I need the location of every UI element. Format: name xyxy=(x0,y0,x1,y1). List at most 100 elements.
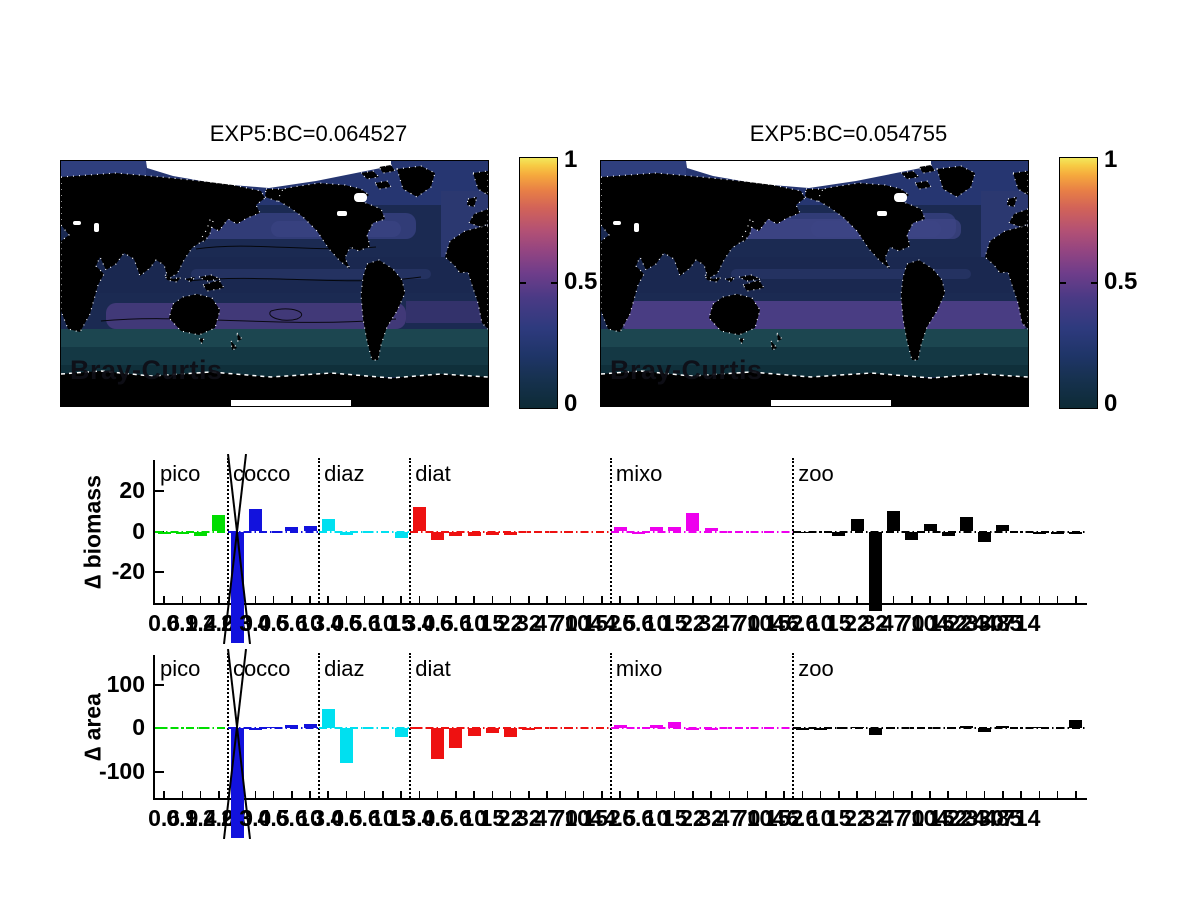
pico-bar xyxy=(194,531,208,536)
x-tick-label: 6.6 xyxy=(622,610,655,636)
x-tick xyxy=(272,596,275,603)
mixo-bar xyxy=(782,727,786,730)
diat-bar xyxy=(412,506,426,532)
x-tick xyxy=(1020,791,1022,798)
x-tick xyxy=(1056,791,1059,798)
x-tick-label: 32 xyxy=(516,610,542,636)
x-tick xyxy=(801,596,804,603)
x-tick xyxy=(218,596,220,603)
zero-baseline xyxy=(610,727,794,730)
x-tick xyxy=(309,596,311,603)
x-tick-label: 6.6 xyxy=(622,805,655,831)
x-tick-label: 15 xyxy=(826,610,852,636)
group-label-cocco: cocco xyxy=(232,656,291,681)
x-tick xyxy=(291,596,293,603)
x-tick xyxy=(418,596,421,603)
x-tick-label: 32 xyxy=(698,610,724,636)
mixo-bar xyxy=(686,513,700,532)
map-title-left: EXP5:BC=0.064527 xyxy=(209,121,408,146)
x-tick-label: 3.0 xyxy=(403,610,436,636)
x-tick xyxy=(746,791,749,798)
x-tick-label: 22 xyxy=(844,805,870,831)
x-tick xyxy=(400,596,402,603)
group-label-diaz: diaz xyxy=(324,656,365,681)
x-tick xyxy=(710,791,712,798)
x-tick-label: 0.9 xyxy=(166,805,199,831)
cocco-bar xyxy=(303,526,317,532)
mixo-bar xyxy=(764,530,768,533)
x-tick-label: 15 xyxy=(388,805,414,831)
diat-bar xyxy=(582,727,586,730)
x-tick-label: 6.6 xyxy=(439,610,472,636)
x-tick xyxy=(673,596,676,603)
zoo-bar xyxy=(868,531,882,611)
mixo-bar xyxy=(668,527,682,532)
x-tick xyxy=(856,596,858,603)
diat-bar xyxy=(545,727,549,730)
diat-bar xyxy=(600,727,604,730)
x-tick-label: 15 xyxy=(661,805,688,831)
x-tick-label: 10 xyxy=(297,610,323,636)
diaz-bar xyxy=(321,519,335,532)
x-tick-label: 15 xyxy=(388,610,414,636)
x-axis-line xyxy=(153,798,1087,800)
diat-bar xyxy=(563,530,567,533)
x-tick-label: 152 xyxy=(929,610,968,636)
group-separator xyxy=(409,653,412,798)
pico-bar xyxy=(217,727,221,730)
x-tick xyxy=(363,791,366,798)
x-tick-label: 15 xyxy=(826,805,852,831)
mixo-bar xyxy=(649,527,663,532)
x-tick-label: 22 xyxy=(497,805,524,831)
cocco-bar xyxy=(285,725,299,729)
x-tick-label: 4.5 xyxy=(421,805,454,831)
x-tick xyxy=(1002,791,1004,798)
x-tick-label: 70 xyxy=(734,610,761,636)
colorbar-mid-tick xyxy=(551,282,557,284)
cocco-bar xyxy=(267,726,281,729)
x-tick xyxy=(491,596,494,603)
x-tick-label: 15 xyxy=(661,610,688,636)
x-tick-label: 152 xyxy=(764,610,804,636)
zoo-bar xyxy=(1069,531,1083,534)
diaz-bar xyxy=(363,530,367,533)
cocco-bar xyxy=(303,723,317,729)
diaz-bar xyxy=(363,727,367,730)
x-tick xyxy=(929,596,931,603)
x-tick xyxy=(455,791,457,798)
zoo-bar xyxy=(837,727,841,730)
x-tick-label: 10 xyxy=(461,805,487,831)
x-tick xyxy=(582,596,585,603)
zoo-bar xyxy=(1032,726,1046,729)
x-tick xyxy=(911,791,913,798)
x-tick-label: 4.5 xyxy=(257,610,290,636)
x-tick xyxy=(491,791,494,798)
zero-baseline xyxy=(610,530,794,533)
x-tick xyxy=(564,791,567,798)
pico-bar xyxy=(180,727,184,730)
y-tick-label: 0 xyxy=(132,714,145,741)
x-tick-label: 70 xyxy=(734,805,761,831)
zoo-bar xyxy=(959,517,973,532)
colorbar-tick-0: 0 xyxy=(564,390,578,417)
diaz-bar xyxy=(339,728,353,764)
zoo-bar xyxy=(1032,531,1046,534)
x-tick xyxy=(218,791,220,798)
pico-bar xyxy=(175,531,189,534)
x-tick-label: 3.0 xyxy=(312,610,345,636)
x-tick xyxy=(455,596,457,603)
x-tick xyxy=(509,791,512,798)
group-separator xyxy=(609,653,612,798)
group-label-zoo: zoo xyxy=(798,461,834,486)
x-tick-label: 6.6 xyxy=(348,805,381,831)
x-tick-label: 104 xyxy=(910,805,950,831)
x-tick-label: 104 xyxy=(564,805,603,831)
x-tick xyxy=(181,596,184,603)
zoo-bar xyxy=(1069,719,1083,729)
x-tick-label: 70 xyxy=(552,805,579,831)
y-tick xyxy=(155,489,164,492)
x-tick-label: 15 xyxy=(479,610,506,636)
x-tick-label: 32 xyxy=(698,805,724,831)
x-tick xyxy=(327,791,329,798)
